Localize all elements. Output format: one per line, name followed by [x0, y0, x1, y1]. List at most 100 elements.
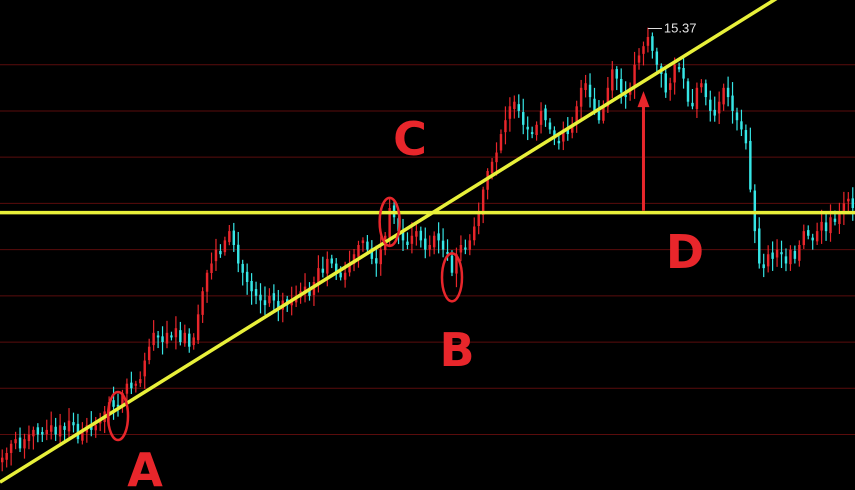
candle-body — [170, 335, 173, 338]
candle — [798, 240, 801, 267]
candle-body — [27, 434, 31, 442]
candle — [63, 422, 66, 443]
highlight-ellipse — [440, 252, 464, 303]
candle-body — [49, 425, 53, 432]
candle — [223, 236, 227, 256]
candle — [459, 235, 463, 262]
candle-body — [722, 87, 725, 105]
candle — [379, 236, 382, 276]
candle-body — [717, 101, 721, 114]
candle — [179, 321, 182, 346]
candle-body — [526, 126, 529, 130]
candle-body — [161, 336, 164, 343]
candle-body — [499, 134, 503, 151]
candle — [81, 422, 84, 445]
arrow-head — [637, 91, 650, 108]
candle-body — [14, 439, 17, 444]
candle-body — [811, 237, 814, 241]
candle-body — [571, 124, 574, 133]
candle-body — [562, 129, 565, 142]
candle — [664, 67, 667, 98]
candle — [250, 273, 253, 305]
candle-body — [833, 218, 837, 222]
highlight-ellipse — [106, 390, 130, 442]
candle-body — [317, 268, 320, 284]
candle — [477, 202, 480, 235]
candle — [504, 106, 507, 145]
candle-body — [277, 301, 280, 310]
candle — [5, 447, 8, 468]
candle-body — [179, 330, 182, 343]
candle — [731, 82, 734, 124]
candle — [557, 133, 561, 150]
candle — [758, 217, 761, 269]
candle-body — [624, 94, 627, 98]
candle — [18, 427, 22, 453]
candle — [468, 234, 472, 256]
candle — [268, 288, 271, 307]
candle — [330, 254, 333, 269]
candle — [58, 413, 62, 444]
candle — [562, 121, 565, 151]
candle — [473, 217, 476, 246]
candle — [584, 74, 587, 98]
candle — [602, 100, 605, 124]
candle — [668, 77, 672, 101]
candle — [726, 76, 730, 107]
candle — [54, 417, 57, 441]
candle-body — [165, 332, 169, 344]
candle-body — [352, 254, 356, 265]
candle-body — [784, 256, 788, 264]
candle-body — [437, 233, 440, 241]
candle-body — [94, 425, 97, 431]
candle-body — [410, 235, 414, 244]
candle — [829, 204, 832, 242]
candle — [116, 393, 120, 417]
candle-body — [334, 263, 338, 273]
candle — [686, 78, 690, 107]
candle — [1, 449, 4, 472]
candle — [254, 281, 258, 305]
candle-body — [450, 255, 454, 273]
candle-body — [72, 422, 75, 426]
candle-body — [237, 244, 240, 264]
candle-body — [695, 87, 699, 109]
candle — [67, 408, 71, 440]
candle-body — [192, 337, 195, 346]
candle — [740, 109, 743, 136]
candle — [214, 238, 218, 271]
candle — [842, 191, 846, 226]
candle-body — [735, 112, 739, 121]
candle — [170, 331, 173, 341]
candle-body — [740, 121, 743, 130]
candle-body — [504, 120, 507, 133]
candle — [624, 81, 627, 109]
candle — [432, 231, 436, 255]
candle — [820, 209, 823, 244]
candle-body — [268, 295, 271, 304]
candle — [259, 283, 262, 314]
candle — [588, 73, 592, 108]
candle — [183, 324, 187, 347]
candle — [41, 427, 44, 442]
candle-body — [156, 335, 160, 338]
candle-body — [348, 263, 351, 273]
candle-body — [23, 439, 26, 449]
candle-body — [615, 69, 618, 79]
candle — [655, 47, 659, 74]
candle — [619, 68, 623, 104]
candle-body — [415, 231, 418, 237]
candle-body — [802, 231, 806, 246]
candle-body — [664, 73, 667, 93]
candle — [174, 316, 178, 350]
candle — [535, 121, 538, 141]
candle-body — [339, 272, 342, 278]
candle-body — [508, 106, 512, 119]
candle-body — [584, 83, 587, 91]
candle-body — [228, 231, 231, 243]
candle-body — [219, 250, 222, 255]
candle — [134, 380, 138, 393]
candle-body — [98, 420, 102, 424]
